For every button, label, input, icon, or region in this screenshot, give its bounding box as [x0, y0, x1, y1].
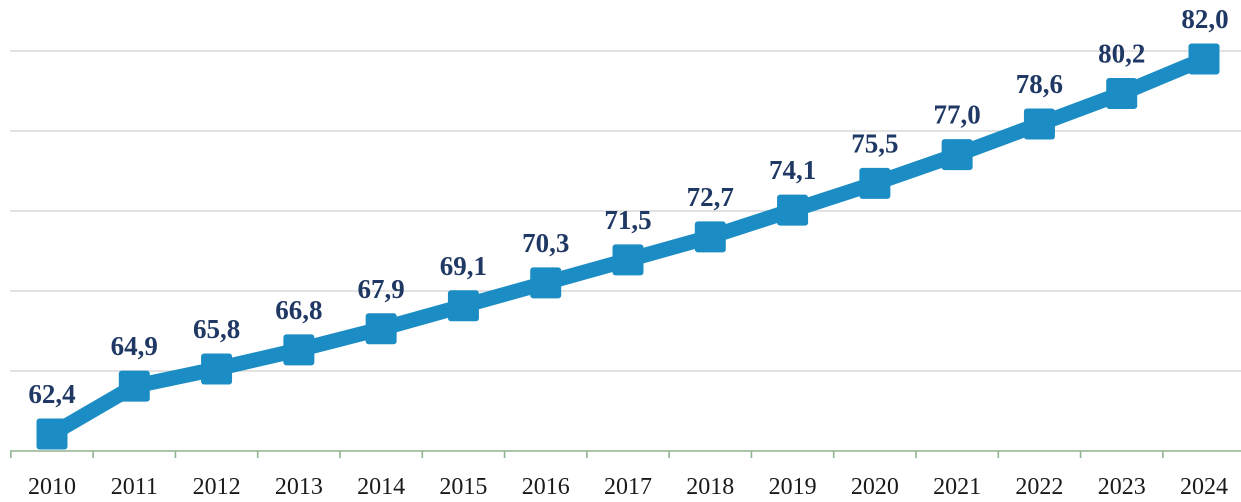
data-label: 67,9 [358, 274, 405, 304]
x-tick-label: 2021 [933, 474, 981, 500]
x-tick-label: 2017 [604, 474, 652, 500]
data-point-marker [283, 334, 315, 366]
data-label: 77,0 [934, 100, 981, 130]
x-tick-label: 2014 [357, 474, 405, 500]
data-label: 82,0 [1181, 4, 1228, 34]
data-point-marker [777, 194, 809, 226]
data-point-marker [694, 221, 726, 253]
x-tick-labels: 2010 2011 2012 2013 2014 2015 2016 2017 2018 2019… [28, 474, 1228, 500]
x-tick-label: 2013 [275, 474, 323, 500]
data-label: 74,1 [769, 155, 816, 185]
x-tick-label: 2024 [1180, 474, 1228, 500]
data-label: 70,3 [522, 228, 569, 258]
data-point-marker [365, 313, 397, 345]
x-tick-label: 2012 [193, 474, 241, 500]
data-labels: 62,4 64,9 65,8 66,8 67,9 69,1 70,3 71,5 72,7 74,1… [28, 4, 1228, 409]
x-tick-label: 2020 [851, 474, 899, 500]
x-tick-label: 2010 [28, 474, 76, 500]
data-label: 69,1 [440, 251, 487, 281]
data-point-marker [447, 290, 479, 322]
x-tick-label: 2016 [522, 474, 570, 500]
data-point-marker [612, 244, 644, 276]
data-point-marker [201, 353, 233, 385]
data-label: 72,7 [687, 182, 734, 212]
data-point-marker [36, 418, 68, 450]
data-label: 71,5 [604, 205, 651, 235]
data-point-marker [1023, 108, 1055, 140]
data-point-marker [1106, 77, 1138, 109]
data-point-marker [530, 267, 562, 299]
data-label: 65,8 [193, 314, 240, 344]
data-label: 80,2 [1098, 38, 1145, 68]
data-label: 75,5 [851, 128, 898, 158]
x-tick-label: 2019 [769, 474, 817, 500]
data-label: 66,8 [275, 295, 322, 325]
data-label: 62,4 [28, 379, 75, 409]
data-point-marker [941, 139, 973, 171]
marker-layer [36, 43, 1220, 450]
x-tick-label: 2011 [111, 474, 158, 500]
data-point-marker [118, 370, 150, 402]
x-tick-label: 2018 [686, 474, 734, 500]
x-tick-label: 2023 [1098, 474, 1146, 500]
x-tick-label: 2015 [439, 474, 487, 500]
data-label: 64,9 [111, 331, 158, 361]
data-point-marker [1188, 43, 1220, 75]
x-axis [10, 450, 1241, 458]
data-label: 78,6 [1016, 69, 1063, 99]
x-tick-label: 2022 [1015, 474, 1063, 500]
data-point-marker [859, 167, 891, 199]
